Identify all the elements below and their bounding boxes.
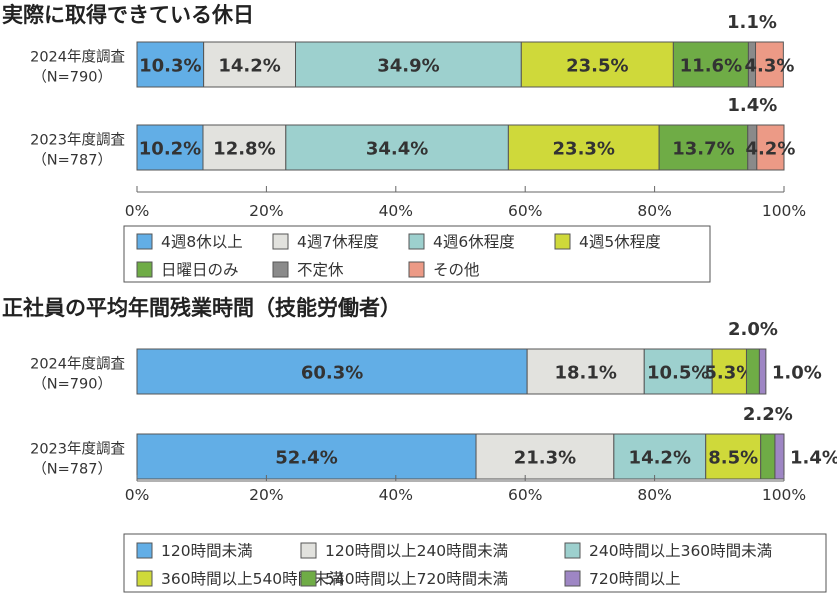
bar-segment <box>758 348 767 395</box>
bar-segment <box>705 433 762 480</box>
chart-overtime: 正社員の平均年間残業時間（技能労働者） 2024年度調査 （N=790） 60.3% 1… <box>2 296 837 593</box>
bar-segment <box>520 41 674 88</box>
legend-label: 120時間未満 <box>161 542 253 560</box>
legend-label: 4週5休程度 <box>579 233 661 251</box>
bar-segment <box>756 124 785 171</box>
legend-swatch <box>136 542 153 559</box>
data-label: 2.0% <box>728 319 778 340</box>
data-label: 8.5% <box>708 448 758 469</box>
data-label: 14.2% <box>629 448 691 469</box>
data-label: 1.0% <box>772 363 822 384</box>
legend-swatch <box>136 570 153 587</box>
x-tick-label: 80% <box>637 202 671 220</box>
legend-swatch <box>408 261 425 278</box>
bar-segment <box>760 433 776 480</box>
legend-label: 360時間以上540時間未満 <box>161 570 344 588</box>
chart-title: 実際に取得できている休日 <box>2 3 254 27</box>
bar-segment <box>285 124 509 171</box>
category-sublabel: （N=787） <box>32 152 112 169</box>
bar-segment <box>755 41 784 88</box>
category-label: 2023年度調査 <box>30 441 125 458</box>
data-label: 4.2% <box>745 139 795 160</box>
x-tick-label: 0% <box>125 202 150 220</box>
legend-box <box>123 533 827 593</box>
x-tick-label: 0% <box>125 486 150 504</box>
data-label: 12.8% <box>213 139 275 160</box>
data-label: 1.4% <box>790 448 837 469</box>
data-label: 1.1% <box>727 12 777 33</box>
data-label: 21.3% <box>514 448 576 469</box>
legend-swatch <box>300 570 317 587</box>
x-tick-label: 100% <box>762 202 806 220</box>
x-tick-label: 80% <box>637 486 671 504</box>
legend-label: 540時間以上720時間未満 <box>325 570 508 588</box>
chart-holidays: 実際に取得できている休日 2024年度調査 （N=790） 10.3% 14.2% 34.… <box>2 3 806 283</box>
data-label: 23.3% <box>553 139 615 160</box>
data-label: 34.4% <box>366 139 428 160</box>
legend-label: その他 <box>433 261 480 279</box>
bar-segment <box>203 41 297 88</box>
data-label: 14.2% <box>218 56 280 77</box>
category-label: 2024年度調査 <box>30 356 125 373</box>
legend-swatch <box>136 261 153 278</box>
legend-swatch <box>272 261 289 278</box>
bar-segment <box>295 41 522 88</box>
bar-segment <box>136 433 477 480</box>
bar-segment <box>202 124 287 171</box>
legend-label: 4週7休程度 <box>297 233 379 251</box>
category-label: 2024年度調査 <box>30 49 125 66</box>
bar-segment <box>613 433 707 480</box>
data-label: 60.3% <box>301 363 363 384</box>
x-tick-label: 40% <box>379 202 413 220</box>
bar-segment <box>643 348 713 395</box>
x-tick-label: 40% <box>379 486 413 504</box>
bar-segment <box>711 348 747 395</box>
chart-title: 正社員の平均年間残業時間（技能労働者） <box>2 296 401 320</box>
bar-segment <box>136 124 204 171</box>
legend-swatch <box>136 233 153 250</box>
category-sublabel: （N=787） <box>32 461 112 478</box>
data-label: 10.3% <box>139 56 201 77</box>
category-sublabel: （N=790） <box>32 376 112 393</box>
data-label: 23.5% <box>566 56 628 77</box>
legend-swatch <box>300 542 317 559</box>
legend-label: 4週8休以上 <box>161 233 243 251</box>
legend-label: 120時間以上240時間未満 <box>325 542 508 560</box>
bar-segment <box>658 124 749 171</box>
data-label: 18.1% <box>554 363 616 384</box>
legend-label: 日曜日のみ <box>161 261 239 279</box>
data-label: 13.7% <box>672 139 734 160</box>
legend-swatch <box>564 570 581 587</box>
legend-label: 240時間以上360時間未満 <box>589 542 772 560</box>
x-tick-label: 100% <box>762 486 806 504</box>
legend-swatch <box>554 233 571 250</box>
data-label: 10.2% <box>139 139 201 160</box>
category-label: 2023年度調査 <box>30 132 125 149</box>
data-label: 2.2% <box>743 404 793 425</box>
legend-label: 4週6休程度 <box>433 233 515 251</box>
x-tick-label: 20% <box>249 202 283 220</box>
x-tick-label: 20% <box>249 486 283 504</box>
data-label: 1.4% <box>727 95 777 116</box>
legend-swatch <box>272 233 289 250</box>
data-label: 11.6% <box>680 56 742 77</box>
data-label: 34.9% <box>377 56 439 77</box>
data-label: 10.5% <box>647 363 709 384</box>
x-tick-label: 60% <box>508 202 542 220</box>
category-sublabel: （N=790） <box>32 69 112 86</box>
bar-segment <box>774 433 785 480</box>
bar-segment <box>136 41 205 88</box>
data-label: 52.4% <box>275 448 337 469</box>
data-label: 4.3% <box>744 56 794 77</box>
legend-swatch <box>408 233 425 250</box>
x-tick-label: 60% <box>508 486 542 504</box>
bar-segment <box>745 348 760 395</box>
data-label: 5.3% <box>704 363 754 384</box>
legend-label: 720時間以上 <box>589 570 681 588</box>
legend-label: 不定休 <box>297 261 344 279</box>
legend-swatch <box>564 542 581 559</box>
bar-segment <box>672 41 749 88</box>
bar-segment <box>507 124 660 171</box>
